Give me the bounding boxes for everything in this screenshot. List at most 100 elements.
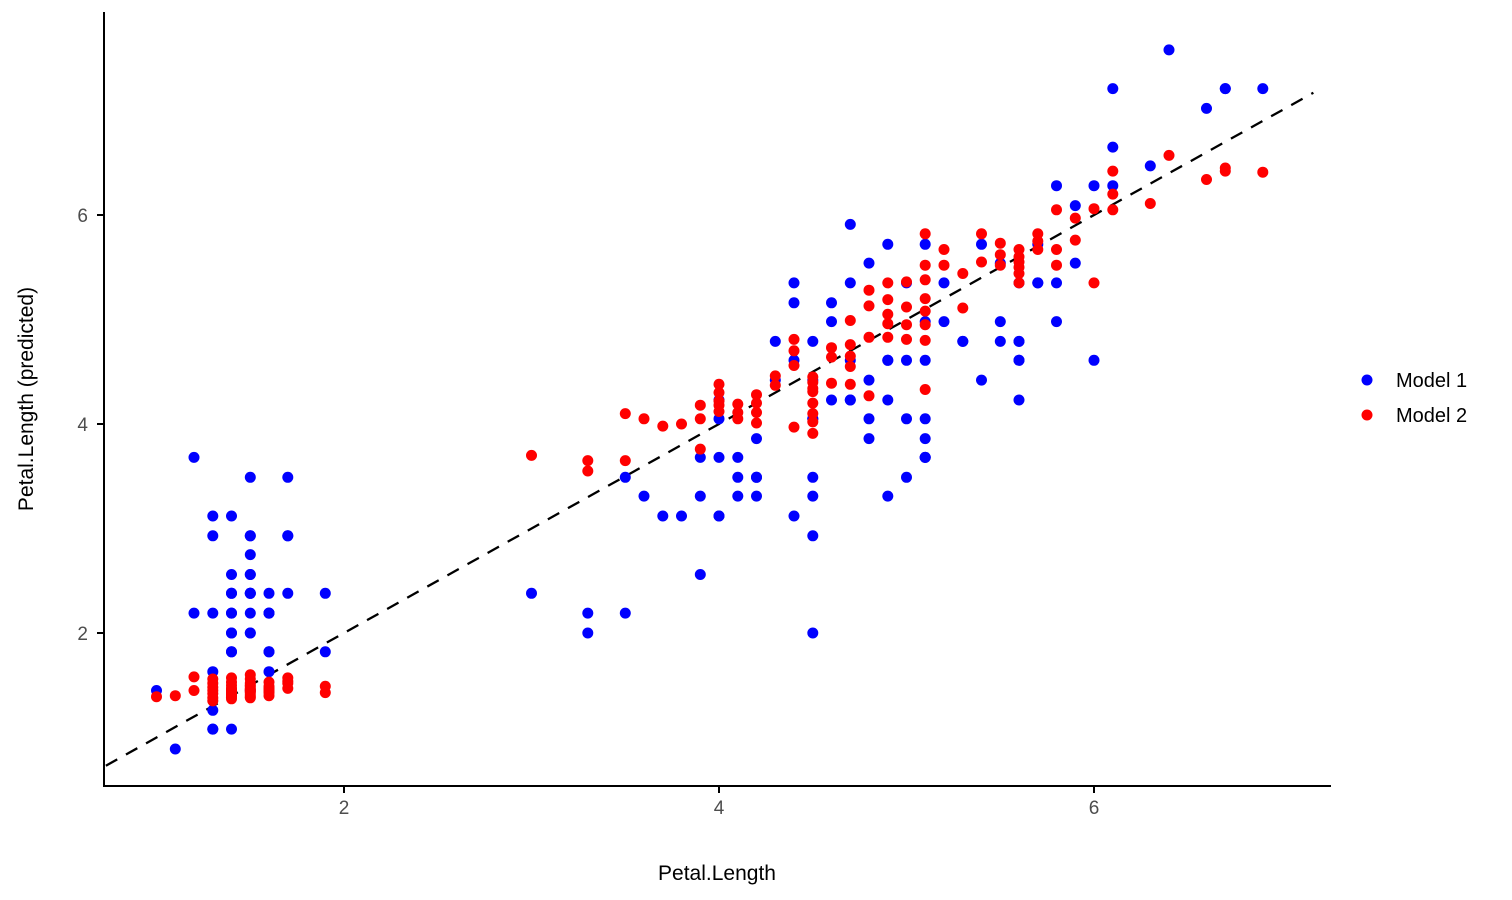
- data-point-model2: [169, 690, 181, 702]
- data-point-model1: [919, 413, 931, 425]
- data-point-model1: [751, 490, 762, 502]
- data-point-model1: [938, 316, 950, 328]
- data-point-model2: [769, 379, 781, 391]
- data-point-model1: [919, 451, 931, 463]
- data-point-model1: [1013, 335, 1025, 347]
- data-point-model2: [1051, 259, 1062, 271]
- data-point-model2: [582, 455, 594, 467]
- data-point-model2: [188, 685, 200, 696]
- data-point-model1: [732, 471, 744, 483]
- data-point-model1: [976, 238, 987, 250]
- identity-line: [105, 91, 1314, 767]
- data-point-model2: [282, 682, 294, 694]
- data-point-model2: [1032, 235, 1044, 247]
- data-point-model2: [919, 228, 931, 240]
- data-point-model1: [713, 451, 725, 463]
- data-point-model2: [863, 284, 875, 296]
- data-point-model2: [751, 417, 762, 429]
- data-point-model1: [263, 587, 275, 599]
- data-point-model2: [957, 268, 969, 279]
- data-point-model2: [919, 305, 931, 317]
- data-point-model1: [619, 471, 631, 483]
- data-point-model1: [807, 471, 819, 483]
- data-point-model1: [657, 510, 669, 522]
- data-point-model2: [807, 386, 819, 398]
- data-point-model2: [901, 276, 912, 288]
- data-point-model1: [919, 433, 931, 445]
- data-point-model2: [807, 397, 819, 409]
- data-point-model1: [526, 587, 537, 599]
- legend-model1-label: Model 1: [1396, 370, 1467, 392]
- data-point-model2: [844, 339, 856, 351]
- data-point-model1: [901, 354, 912, 366]
- data-point-model2: [751, 407, 762, 418]
- data-point-model1: [826, 316, 837, 328]
- data-point-model1: [319, 587, 331, 599]
- data-point-model1: [226, 569, 237, 580]
- data-point-model1: [863, 257, 875, 269]
- data-point-model2: [938, 259, 950, 271]
- data-point-model2: [788, 360, 800, 371]
- data-point-model2: [919, 319, 931, 331]
- data-point-model1: [226, 607, 237, 619]
- data-point-model2: [901, 333, 912, 345]
- data-point-model2: [713, 378, 725, 390]
- data-point-model1: [1051, 316, 1062, 328]
- data-point-model1: [282, 530, 294, 542]
- data-point-model1: [882, 394, 894, 406]
- data-point-model2: [844, 361, 856, 372]
- data-point-model1: [844, 394, 856, 406]
- data-point-model1: [751, 433, 762, 445]
- data-point-model1: [788, 277, 800, 289]
- data-point-model2: [1088, 203, 1100, 215]
- data-point-model2: [207, 695, 219, 707]
- data-point-model2: [1144, 198, 1156, 209]
- data-point-model2: [694, 413, 706, 425]
- data-point-model2: [619, 408, 631, 420]
- data-point-model1: [994, 316, 1006, 328]
- data-point-model2: [976, 256, 987, 268]
- data-point-model2: [1107, 165, 1119, 177]
- data-point-model2: [994, 237, 1006, 249]
- data-point-model1: [244, 471, 256, 483]
- data-point-model1: [244, 530, 256, 542]
- data-point-model1: [282, 471, 294, 483]
- data-point-model2: [826, 342, 837, 354]
- data-point-model1: [826, 297, 837, 309]
- data-point-model1: [732, 490, 744, 502]
- data-point-model2: [226, 693, 237, 705]
- data-point-model1: [901, 413, 912, 425]
- data-point-model1: [582, 607, 594, 619]
- data-point-model1: [1013, 394, 1025, 406]
- data-point-model1: [1069, 257, 1081, 269]
- data-point-model2: [788, 421, 800, 433]
- data-point-model2: [244, 692, 256, 704]
- data-point-model1: [1257, 83, 1269, 95]
- data-point-model1: [863, 413, 875, 425]
- data-point-model1: [807, 530, 819, 542]
- data-point-model2: [807, 408, 819, 420]
- data-point-model1: [1107, 141, 1119, 153]
- data-point-model1: [1163, 44, 1175, 56]
- data-point-model2: [807, 427, 819, 439]
- x-tick-label: 4: [714, 798, 725, 819]
- data-point-model2: [919, 334, 931, 346]
- data-point-model2: [188, 671, 200, 683]
- data-point-model2: [919, 274, 931, 286]
- x-tick-label: 6: [1089, 798, 1100, 819]
- data-point-model1: [638, 490, 650, 502]
- identity-reference-line-group: [105, 91, 1314, 767]
- data-point-model2: [882, 318, 894, 330]
- data-point-model1: [244, 627, 256, 639]
- data-point-model2: [732, 413, 744, 425]
- data-point-model1: [207, 607, 219, 619]
- data-point-model1: [582, 627, 594, 639]
- data-point-model1: [994, 335, 1006, 347]
- data-point-model1: [1107, 180, 1119, 192]
- data-point-model2: [788, 333, 800, 345]
- legend-model2-label: Model 2: [1396, 405, 1467, 427]
- data-point-model1: [244, 569, 256, 580]
- data-point-model1: [188, 607, 200, 619]
- data-point-model1: [244, 607, 256, 619]
